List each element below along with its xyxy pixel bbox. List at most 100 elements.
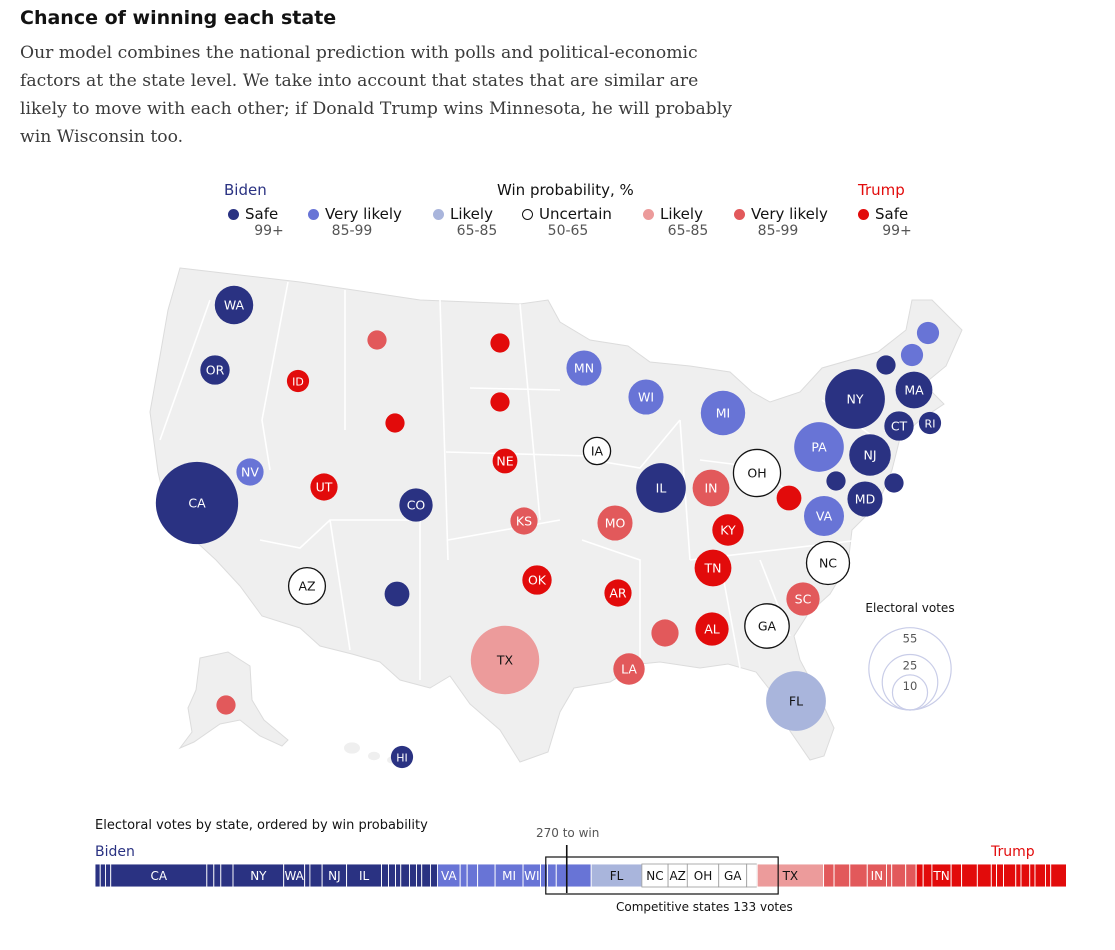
bubble-wv[interactable] — [776, 485, 802, 511]
bubble-ga[interactable] — [744, 603, 790, 649]
bubble-ok[interactable] — [522, 565, 552, 595]
bubble-label-az: AZ — [298, 579, 315, 594]
bubble-ca[interactable] — [155, 461, 239, 545]
bubble-label-tn: TN — [704, 561, 722, 576]
bubble-label-ny: NY — [847, 392, 864, 407]
legend-dot-safe_r — [858, 209, 869, 220]
legend-biden-label: Biden — [224, 181, 267, 199]
legend-dot-vlikely_r — [734, 209, 745, 220]
threshold-label: 270 to win — [536, 826, 600, 840]
bubble-wa[interactable] — [214, 285, 254, 325]
bubble-pa[interactable] — [794, 422, 844, 472]
legend-label: Uncertain — [539, 205, 612, 223]
bubble-la[interactable] — [613, 653, 645, 685]
bubble-nd[interactable] — [490, 333, 510, 353]
bar-trump-label: Trump — [991, 844, 1035, 860]
size-legend: Electoral votes 55 25 10 — [865, 601, 955, 711]
bubble-label-pa: PA — [811, 440, 827, 455]
bubble-ne[interactable] — [492, 448, 518, 474]
bubble-wi[interactable] — [628, 379, 664, 415]
size-legend-value: 55 — [903, 632, 918, 646]
bubble-id[interactable] — [286, 369, 310, 393]
bar-biden-label: Biden — [95, 844, 135, 860]
bubble-label-hi: HI — [396, 752, 408, 765]
legend-item-vlikely_r: Very likely — [734, 205, 828, 223]
bubble-label-nv: NV — [241, 465, 259, 480]
bubble-ms[interactable] — [651, 619, 679, 647]
bubble-az[interactable] — [287, 566, 327, 606]
legend-label: Likely — [450, 205, 493, 223]
legend-range: 65-85 — [667, 223, 709, 239]
state-border — [259, 519, 420, 549]
bubble-me[interactable] — [916, 321, 940, 345]
bubble-ia[interactable] — [582, 436, 612, 466]
bubble-ky[interactable] — [712, 514, 744, 546]
bubble-mt[interactable] — [367, 330, 387, 350]
bubble-nc[interactable] — [805, 540, 851, 586]
legend-range: 99+ — [882, 223, 912, 239]
bubble-nv[interactable] — [236, 458, 264, 486]
bubble-or[interactable] — [200, 355, 230, 385]
bubble-il[interactable] — [636, 463, 686, 513]
bubble-label-la: LA — [621, 662, 637, 677]
bubble-hi[interactable] — [390, 745, 414, 769]
bubble-ri[interactable] — [918, 411, 942, 435]
bubble-de[interactable] — [826, 471, 846, 491]
bubble-label-or: OR — [206, 363, 225, 378]
bubble-label-ks: KS — [516, 514, 532, 529]
bubble-ct[interactable] — [884, 411, 914, 441]
bubble-ny[interactable] — [825, 369, 885, 429]
bubble-sc[interactable] — [786, 582, 820, 616]
bubble-wy[interactable] — [385, 413, 405, 433]
bubble-oh[interactable] — [732, 448, 782, 498]
bubble-label-md: MD — [855, 492, 875, 507]
size-legend-title: Electoral votes — [865, 601, 954, 615]
legend-dot-uncertain — [522, 209, 533, 220]
bubble-fl[interactable] — [766, 671, 826, 731]
bubble-al[interactable] — [695, 612, 729, 646]
bubble-in[interactable] — [692, 469, 730, 507]
legend-item-uncertain: Uncertain — [522, 205, 612, 223]
legend-trump-label: Trump — [858, 181, 905, 199]
bubble-label-co: CO — [407, 498, 426, 513]
state-border — [469, 387, 561, 391]
bubble-label-mi: MI — [716, 406, 730, 421]
bubble-nj[interactable] — [849, 434, 891, 476]
bubble-mn[interactable] — [566, 350, 602, 386]
bubble-mi[interactable] — [700, 390, 746, 436]
bubble-label-tx: TX — [496, 653, 514, 668]
bubble-dc[interactable] — [884, 473, 904, 493]
bubble-ak[interactable] — [216, 695, 236, 715]
bubble-ma[interactable] — [895, 371, 933, 409]
legend-dot-likely_d — [433, 209, 444, 220]
bubble-md[interactable] — [847, 481, 883, 517]
hawaii-island — [368, 751, 380, 761]
hawaii-island — [344, 742, 360, 754]
bubble-sd[interactable] — [490, 392, 510, 412]
page-title: Chance of winning each state — [20, 7, 337, 29]
bubble-label-ar: AR — [609, 586, 627, 601]
bubble-ar[interactable] — [604, 579, 632, 607]
bubble-label-ne: NE — [496, 454, 513, 469]
state-border — [329, 519, 351, 651]
bubble-tn[interactable] — [694, 549, 732, 587]
bubble-co[interactable] — [399, 488, 433, 522]
bubble-va[interactable] — [803, 495, 845, 537]
bubble-label-il: IL — [656, 481, 667, 496]
legend-dot-safe_d — [228, 209, 239, 220]
bubble-label-wa: WA — [224, 298, 245, 313]
bubble-vt[interactable] — [876, 355, 896, 375]
state-border — [519, 303, 541, 521]
bubble-nh[interactable] — [900, 343, 924, 367]
state-border — [439, 299, 449, 561]
bubble-label-ct: CT — [891, 419, 908, 434]
bubble-nm[interactable] — [384, 581, 410, 607]
bubble-ks[interactable] — [510, 507, 538, 535]
state-border — [581, 539, 641, 664]
bubble-mo[interactable] — [597, 505, 633, 541]
bubble-tx[interactable] — [470, 625, 540, 695]
bubble-label-oh: OH — [747, 466, 766, 481]
legend-item-vlikely_d: Very likely — [308, 205, 402, 223]
bubble-label-mo: MO — [605, 516, 626, 531]
bubble-ut[interactable] — [310, 473, 338, 501]
